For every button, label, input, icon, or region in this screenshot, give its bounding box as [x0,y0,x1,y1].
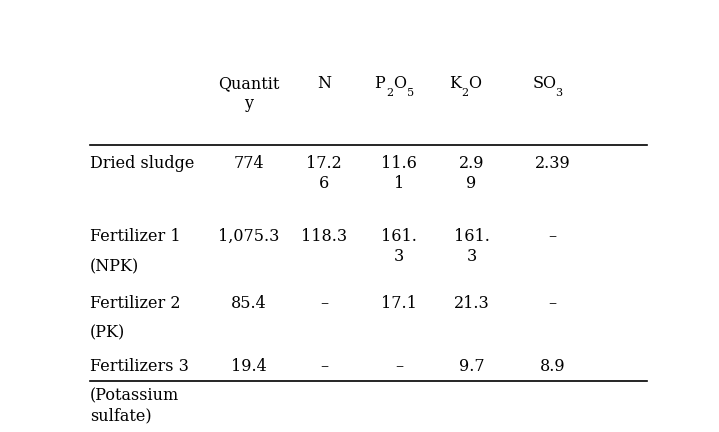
Text: 17.1: 17.1 [381,295,417,311]
Text: 2.39: 2.39 [534,155,570,172]
Text: –: – [320,295,328,311]
Text: Fertilizers 3: Fertilizers 3 [90,358,189,375]
Text: P: P [374,75,385,92]
Text: (PK): (PK) [90,324,125,342]
Text: 118.3: 118.3 [301,228,347,245]
Text: 161.
3: 161. 3 [454,228,490,265]
Text: 17.2
6: 17.2 6 [306,155,342,191]
Text: Quantit
y: Quantit y [218,75,280,112]
Text: K: K [449,75,462,92]
Text: 5: 5 [408,89,415,98]
Text: 9.7: 9.7 [459,358,485,375]
Text: Dried sludge: Dried sludge [90,155,194,172]
Text: O: O [468,75,481,92]
Text: 3: 3 [555,89,562,98]
Text: 85.4: 85.4 [231,295,267,311]
Text: (NPK): (NPK) [90,258,139,275]
Text: Fertilizer 2: Fertilizer 2 [90,295,180,311]
Text: –: – [320,358,328,375]
Text: 11.6
1: 11.6 1 [381,155,417,191]
Text: –: – [395,358,403,375]
Text: 19.4: 19.4 [231,358,267,375]
Text: 774: 774 [234,155,264,172]
Text: 1,075.3: 1,075.3 [218,228,280,245]
Text: 161.
3: 161. 3 [381,228,417,265]
Text: 2: 2 [386,89,393,98]
Text: Fertilizer 1: Fertilizer 1 [90,228,180,245]
Text: 2.9
9: 2.9 9 [459,155,485,191]
Text: –: – [549,228,557,245]
Text: O: O [393,75,406,92]
Text: 2: 2 [462,89,469,98]
Text: 21.3: 21.3 [454,295,490,311]
Text: (Potassium
sulfate): (Potassium sulfate) [90,388,179,424]
Text: N: N [317,75,331,92]
Text: 8.9: 8.9 [539,358,565,375]
Text: –: – [549,295,557,311]
Text: SO: SO [533,75,557,92]
